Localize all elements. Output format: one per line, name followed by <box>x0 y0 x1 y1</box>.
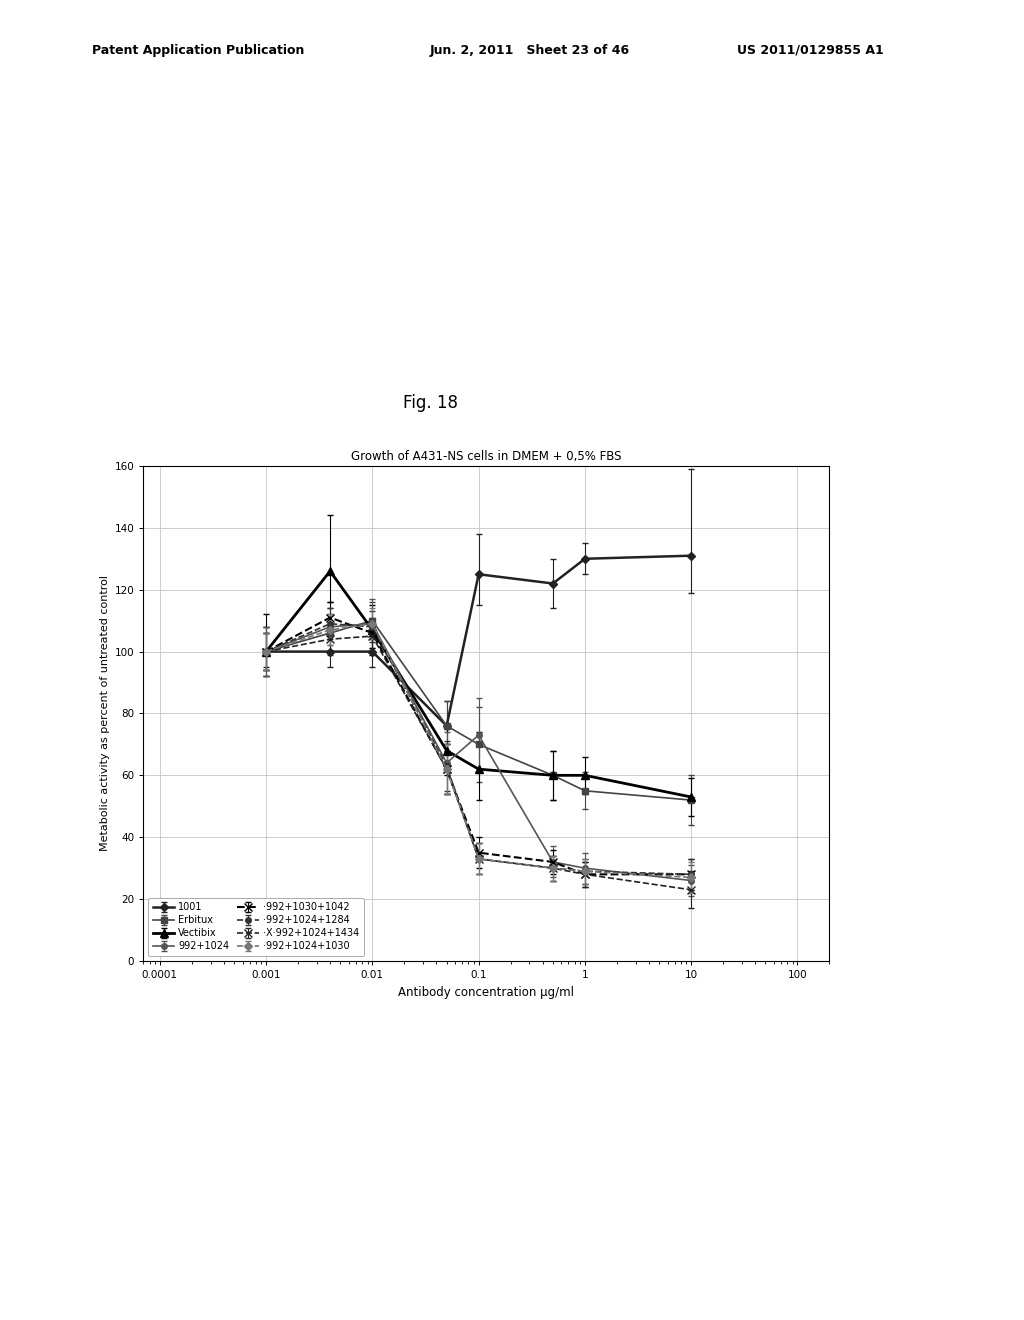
X-axis label: Antibody concentration µg/ml: Antibody concentration µg/ml <box>398 986 574 998</box>
Y-axis label: Metabolic activity as percent of untreated control: Metabolic activity as percent of untreat… <box>100 576 111 851</box>
Text: Patent Application Publication: Patent Application Publication <box>92 44 304 57</box>
Text: Fig. 18: Fig. 18 <box>402 393 458 412</box>
Text: Jun. 2, 2011   Sheet 23 of 46: Jun. 2, 2011 Sheet 23 of 46 <box>430 44 630 57</box>
Text: US 2011/0129855 A1: US 2011/0129855 A1 <box>737 44 884 57</box>
Legend: 1001, Erbitux, Vectibix, 992+1024, ·992+1030+1042, ·992+1024+1284, ·X·992+1024+1: 1001, Erbitux, Vectibix, 992+1024, ·992+… <box>148 898 364 956</box>
Title: Growth of A431-NS cells in DMEM + 0,5% FBS: Growth of A431-NS cells in DMEM + 0,5% F… <box>351 450 622 463</box>
